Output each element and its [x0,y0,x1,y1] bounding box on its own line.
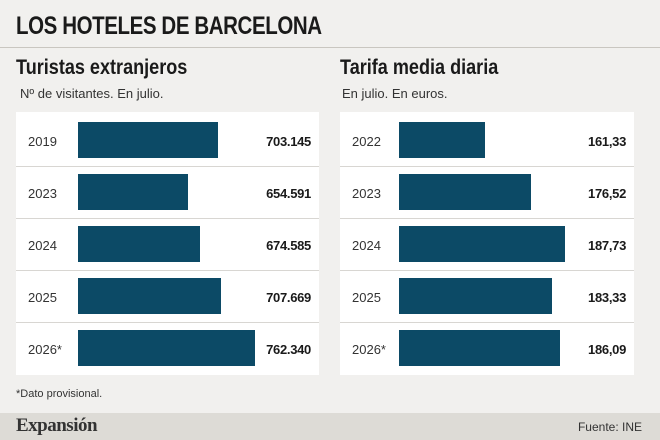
bar-row: 2026* 762.340 [16,322,319,374]
row-divider [16,269,319,271]
bar [399,174,532,210]
bar-row: 2023 176,52 [340,166,634,218]
row-divider [16,217,319,219]
value-label: 762.340 [266,342,311,357]
row-divider [340,165,634,167]
value-label: 176,52 [588,186,626,201]
bar-row: 2019 703.145 [16,114,319,166]
category-label: 2025 [352,290,381,305]
value-label: 183,33 [588,290,626,305]
bar [78,278,221,314]
bar-row: 2023 654.591 [16,166,319,218]
value-label: 707.669 [266,290,311,305]
bar [78,330,256,366]
source-note: Fuente: INE [577,420,642,434]
footer: Expansión Fuente: INE [0,413,660,440]
bar [78,226,201,262]
chart-panel-turistas: 2019 703.145 2023 654.591 2024 674.585 2025 707… [16,112,319,375]
bar-row: 2024 674.585 [16,218,319,270]
bar [78,122,219,158]
footnote: *Dato provisional. [16,388,103,400]
brand-logo: Expansión [16,415,98,436]
category-label: 2022 [352,134,381,149]
category-label: 2026* [352,342,386,357]
category-label: 2023 [28,186,57,201]
bar-row: 2024 187,73 [340,218,634,270]
chart-panel-tarifa: 2022 161,33 2023 176,52 2024 187,73 2025 183,33… [340,112,634,375]
bar [399,122,485,158]
category-label: 2023 [352,186,381,201]
chart-title-tarifa: Tarifa media diaria [340,56,499,79]
value-label: 186,09 [588,342,626,357]
chart-subtitle-turistas: Nº de visitantes. En julio. [20,86,164,101]
category-label: 2019 [28,134,57,149]
category-label: 2024 [28,238,57,253]
value-label: 703.145 [266,134,311,149]
chart-title-turistas: Turistas extranjeros [16,56,188,79]
category-label: 2025 [28,290,57,305]
title-divider [0,47,660,48]
row-divider [16,165,319,167]
page-title: LOS HOTELES DE BARCELONA [16,12,322,40]
chart-subtitle-tarifa: En julio. En euros. [342,86,448,101]
row-divider [340,321,634,323]
category-label: 2024 [352,238,381,253]
bar-row: 2025 707.669 [16,270,319,322]
bar-row: 2025 183,33 [340,270,634,322]
category-label: 2026* [28,342,62,357]
bar [399,226,566,262]
value-label: 161,33 [588,134,626,149]
bar [399,330,561,366]
row-divider [340,269,634,271]
row-divider [340,217,634,219]
value-label: 674.585 [266,238,311,253]
value-label: 187,73 [588,238,626,253]
bar-row: 2026* 186,09 [340,322,634,374]
bar [78,174,188,210]
row-divider [16,321,319,323]
bar [399,278,552,314]
value-label: 654.591 [266,186,311,201]
bar-row: 2022 161,33 [340,114,634,166]
